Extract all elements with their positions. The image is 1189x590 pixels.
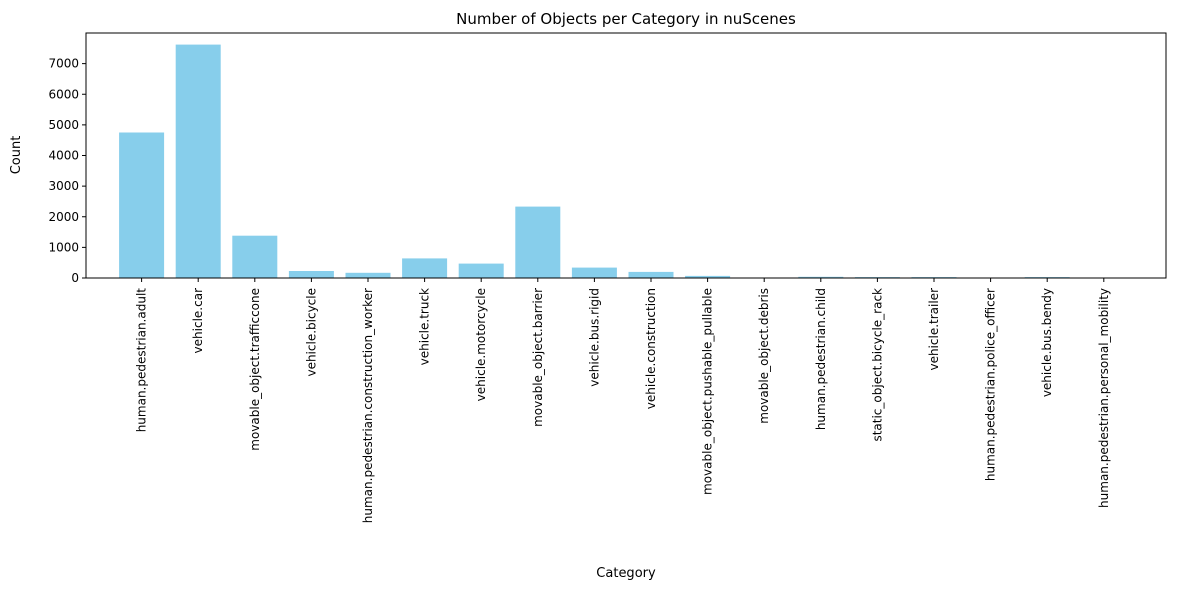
x-tick-label: vehicle.trailer bbox=[927, 288, 941, 371]
bar-vehicle.bicycle bbox=[288, 271, 334, 278]
x-tick-label: movable_object.barrier bbox=[531, 288, 545, 427]
x-tick-label: vehicle.car bbox=[191, 288, 205, 354]
bar-movable_object.trafficcone bbox=[232, 235, 278, 278]
bar-vehicle.bus.rigid bbox=[571, 267, 617, 278]
y-axis: 0 1000 2000 3000 4000 5000 6000 7000 bbox=[48, 57, 86, 285]
x-tick-label: vehicle.construction bbox=[644, 288, 658, 409]
x-tick-label: human.pedestrian.personal_mobility bbox=[1097, 288, 1111, 508]
x-tick-label: human.pedestrian.adult bbox=[135, 288, 149, 433]
chart-title: Number of Objects per Category in nuScen… bbox=[456, 10, 796, 28]
x-tick-label: vehicle.motorcycle bbox=[474, 288, 488, 401]
x-axis-label: Category bbox=[596, 566, 656, 581]
x-tick-label: movable_object.trafficcone bbox=[248, 288, 262, 451]
y-tick-label: 2000 bbox=[48, 210, 79, 224]
bar-vehicle.construction bbox=[628, 271, 674, 278]
bar-vehicle.truck bbox=[402, 258, 448, 278]
x-tick-label: vehicle.bus.rigid bbox=[587, 288, 601, 387]
y-tick-label: 3000 bbox=[48, 179, 79, 193]
x-tick-label: human.pedestrian.police_officer bbox=[984, 288, 998, 481]
x-tick-label: human.pedestrian.child bbox=[814, 288, 828, 430]
y-tick-label: 6000 bbox=[48, 87, 79, 101]
y-tick-label: 7000 bbox=[48, 57, 79, 71]
bar-movable_object.pushable_pullable bbox=[685, 275, 731, 278]
y-tick-label: 5000 bbox=[48, 118, 79, 132]
bars-group bbox=[119, 44, 1127, 278]
bar-human.pedestrian.adult bbox=[119, 132, 165, 278]
x-axis: human.pedestrian.adult vehicle.car movable… bbox=[135, 278, 1111, 523]
y-tick-label: 4000 bbox=[48, 149, 79, 163]
x-tick-label: human.pedestrian.construction_worker bbox=[361, 288, 375, 523]
x-tick-label: movable_object.pushable_pullable bbox=[701, 288, 715, 495]
x-tick-label: vehicle.bus.bendy bbox=[1040, 288, 1054, 397]
x-tick-label: static_object.bicycle_rack bbox=[870, 288, 884, 442]
y-axis-label: Count bbox=[9, 136, 24, 175]
bar-vehicle.car bbox=[175, 44, 221, 278]
bar-human.pedestrian.child bbox=[798, 276, 844, 278]
y-tick-label: 1000 bbox=[48, 240, 79, 254]
bar-movable_object.barrier bbox=[515, 206, 561, 278]
x-tick-label: movable_object.debris bbox=[757, 288, 771, 424]
y-tick-label: 0 bbox=[71, 271, 79, 285]
bar-human.pedestrian.construction_worker bbox=[345, 272, 391, 278]
bar-vehicle.motorcycle bbox=[458, 263, 504, 278]
x-tick-label: vehicle.truck bbox=[418, 288, 432, 365]
plot-frame bbox=[85, 32, 1167, 279]
x-tick-label: vehicle.bicycle bbox=[304, 288, 318, 377]
